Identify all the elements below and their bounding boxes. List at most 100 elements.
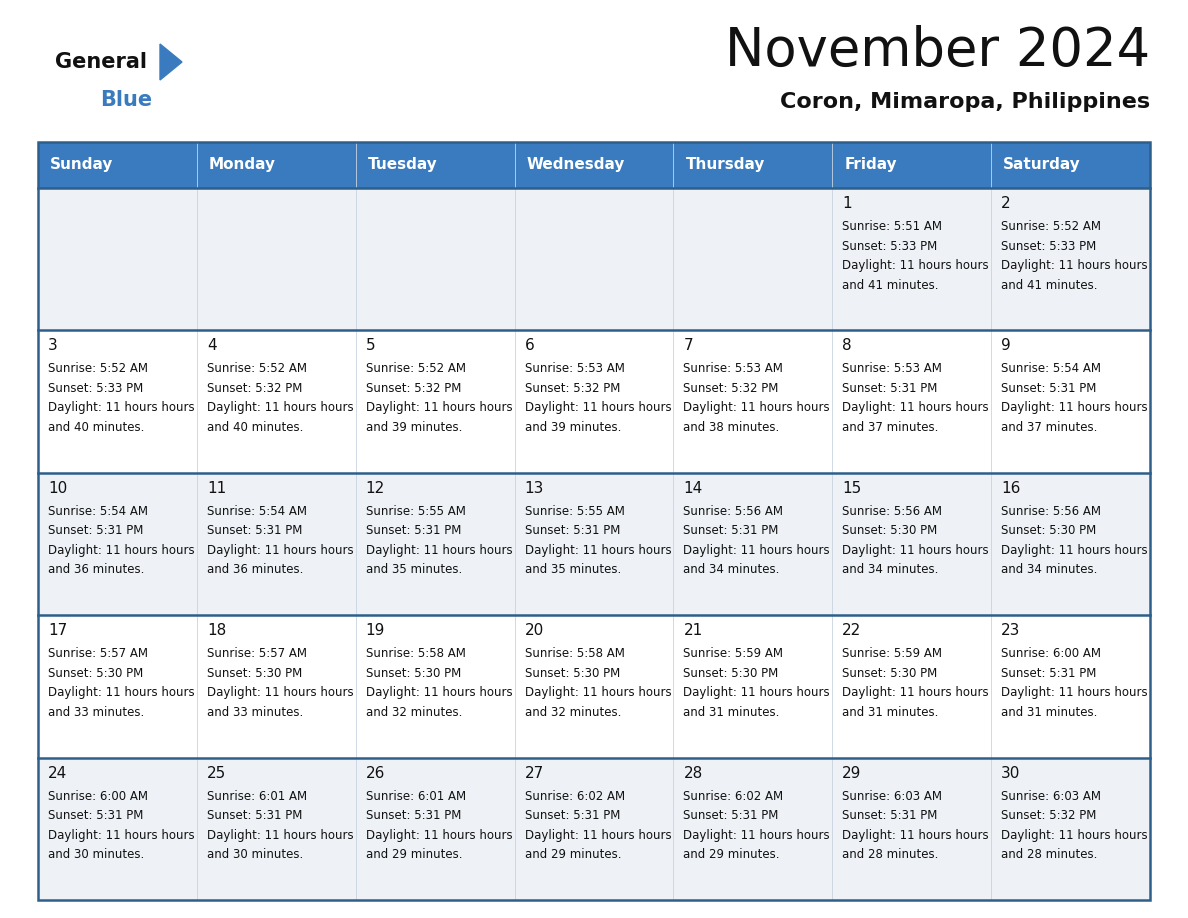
Text: 2: 2 [1001, 196, 1011, 211]
Text: 11: 11 [207, 481, 226, 496]
Text: Sunset: 5:32 PM: Sunset: 5:32 PM [366, 382, 461, 395]
Bar [674, 615, 833, 757]
Text: 12: 12 [366, 481, 385, 496]
Bar [355, 757, 514, 900]
Text: 17: 17 [48, 623, 68, 638]
Text: Sunset: 5:31 PM: Sunset: 5:31 PM [525, 809, 620, 823]
Text: Sunset: 5:31 PM: Sunset: 5:31 PM [842, 809, 937, 823]
Text: and 38 minutes.: and 38 minutes. [683, 420, 779, 434]
Bar [674, 757, 833, 900]
Bar [514, 757, 674, 900]
Text: Saturday: Saturday [1003, 158, 1081, 173]
Text: Sunset: 5:30 PM: Sunset: 5:30 PM [1001, 524, 1097, 537]
Bar [197, 615, 355, 757]
Text: Sunrise: 5:52 AM: Sunrise: 5:52 AM [366, 363, 466, 375]
Text: and 36 minutes.: and 36 minutes. [207, 564, 303, 577]
Bar [197, 188, 355, 330]
Text: Daylight: 11 hours hours: Daylight: 11 hours hours [683, 829, 830, 842]
Text: and 40 minutes.: and 40 minutes. [48, 420, 145, 434]
Text: Sunrise: 6:00 AM: Sunrise: 6:00 AM [48, 789, 148, 802]
Text: General: General [55, 52, 147, 72]
Text: Daylight: 11 hours hours: Daylight: 11 hours hours [48, 543, 195, 557]
Text: 21: 21 [683, 623, 702, 638]
Text: and 39 minutes.: and 39 minutes. [525, 420, 621, 434]
Bar [38, 142, 197, 188]
Text: Sunrise: 5:53 AM: Sunrise: 5:53 AM [842, 363, 942, 375]
Text: and 37 minutes.: and 37 minutes. [1001, 420, 1098, 434]
Text: Sunrise: 5:56 AM: Sunrise: 5:56 AM [683, 505, 783, 518]
Text: and 34 minutes.: and 34 minutes. [1001, 564, 1098, 577]
Text: Sunrise: 5:57 AM: Sunrise: 5:57 AM [207, 647, 307, 660]
Text: 9: 9 [1001, 339, 1011, 353]
Text: 16: 16 [1001, 481, 1020, 496]
Bar [38, 615, 197, 757]
Polygon shape [160, 44, 182, 80]
Text: 29: 29 [842, 766, 861, 780]
Text: 14: 14 [683, 481, 702, 496]
Bar [38, 330, 197, 473]
Text: 19: 19 [366, 623, 385, 638]
Text: Sunset: 5:31 PM: Sunset: 5:31 PM [525, 524, 620, 537]
Text: Daylight: 11 hours hours: Daylight: 11 hours hours [1001, 543, 1148, 557]
Text: Sunrise: 6:01 AM: Sunrise: 6:01 AM [366, 789, 466, 802]
Text: Sunrise: 5:52 AM: Sunrise: 5:52 AM [1001, 220, 1101, 233]
Text: and 35 minutes.: and 35 minutes. [525, 564, 621, 577]
Text: and 29 minutes.: and 29 minutes. [525, 848, 621, 861]
Text: Daylight: 11 hours hours: Daylight: 11 hours hours [525, 543, 671, 557]
Bar [833, 473, 991, 615]
Text: Sunrise: 6:03 AM: Sunrise: 6:03 AM [1001, 789, 1101, 802]
Text: 6: 6 [525, 339, 535, 353]
Text: Daylight: 11 hours hours: Daylight: 11 hours hours [525, 686, 671, 700]
Text: Sunrise: 5:56 AM: Sunrise: 5:56 AM [1001, 505, 1101, 518]
Text: and 36 minutes.: and 36 minutes. [48, 564, 145, 577]
Text: 4: 4 [207, 339, 216, 353]
Text: Sunset: 5:30 PM: Sunset: 5:30 PM [842, 666, 937, 679]
Text: Sunrise: 5:51 AM: Sunrise: 5:51 AM [842, 220, 942, 233]
Text: Sunrise: 5:53 AM: Sunrise: 5:53 AM [683, 363, 783, 375]
Bar [38, 188, 197, 330]
Text: Sunset: 5:33 PM: Sunset: 5:33 PM [1001, 240, 1097, 252]
Text: Daylight: 11 hours hours: Daylight: 11 hours hours [207, 401, 354, 414]
Text: Sunset: 5:31 PM: Sunset: 5:31 PM [366, 809, 461, 823]
Text: Sunrise: 5:59 AM: Sunrise: 5:59 AM [842, 647, 942, 660]
Text: Daylight: 11 hours hours: Daylight: 11 hours hours [48, 829, 195, 842]
Text: 30: 30 [1001, 766, 1020, 780]
Bar [197, 330, 355, 473]
Bar [355, 188, 514, 330]
Bar [991, 188, 1150, 330]
Bar [514, 473, 674, 615]
Text: Sunset: 5:33 PM: Sunset: 5:33 PM [48, 382, 144, 395]
Text: 23: 23 [1001, 623, 1020, 638]
Bar [991, 142, 1150, 188]
Bar [355, 142, 514, 188]
Bar [355, 473, 514, 615]
Text: and 31 minutes.: and 31 minutes. [1001, 706, 1098, 719]
Bar [833, 330, 991, 473]
Text: Sunset: 5:32 PM: Sunset: 5:32 PM [1001, 809, 1097, 823]
Text: 8: 8 [842, 339, 852, 353]
Bar [674, 330, 833, 473]
Text: Sunrise: 5:59 AM: Sunrise: 5:59 AM [683, 647, 783, 660]
Text: Sunrise: 5:58 AM: Sunrise: 5:58 AM [525, 647, 625, 660]
Text: Daylight: 11 hours hours: Daylight: 11 hours hours [525, 401, 671, 414]
Text: Sunrise: 6:02 AM: Sunrise: 6:02 AM [525, 789, 625, 802]
Bar [833, 142, 991, 188]
Text: Sunrise: 6:00 AM: Sunrise: 6:00 AM [1001, 647, 1101, 660]
Text: Daylight: 11 hours hours: Daylight: 11 hours hours [525, 829, 671, 842]
Bar [197, 757, 355, 900]
Text: Monday: Monday [209, 158, 276, 173]
Bar [38, 473, 197, 615]
Text: Daylight: 11 hours hours: Daylight: 11 hours hours [683, 543, 830, 557]
Text: Daylight: 11 hours hours: Daylight: 11 hours hours [1001, 401, 1148, 414]
Bar [833, 615, 991, 757]
Text: Daylight: 11 hours hours: Daylight: 11 hours hours [366, 829, 512, 842]
Text: and 32 minutes.: and 32 minutes. [525, 706, 621, 719]
Text: 22: 22 [842, 623, 861, 638]
Text: Sunrise: 5:55 AM: Sunrise: 5:55 AM [366, 505, 466, 518]
Text: Sunset: 5:31 PM: Sunset: 5:31 PM [683, 809, 779, 823]
Text: Sunset: 5:31 PM: Sunset: 5:31 PM [1001, 666, 1097, 679]
Text: Daylight: 11 hours hours: Daylight: 11 hours hours [366, 543, 512, 557]
Text: Coron, Mimaropa, Philippines: Coron, Mimaropa, Philippines [779, 92, 1150, 112]
Text: Daylight: 11 hours hours: Daylight: 11 hours hours [683, 401, 830, 414]
Text: 24: 24 [48, 766, 68, 780]
